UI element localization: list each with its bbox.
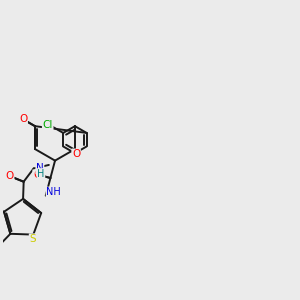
Text: O: O (6, 171, 14, 181)
Text: N: N (36, 164, 44, 173)
Text: H: H (37, 169, 45, 179)
Text: O: O (72, 149, 80, 159)
Text: S: S (29, 234, 36, 244)
Text: O: O (33, 170, 41, 180)
Text: O: O (19, 114, 27, 124)
Text: NH: NH (46, 187, 61, 197)
Text: Cl: Cl (43, 120, 53, 130)
